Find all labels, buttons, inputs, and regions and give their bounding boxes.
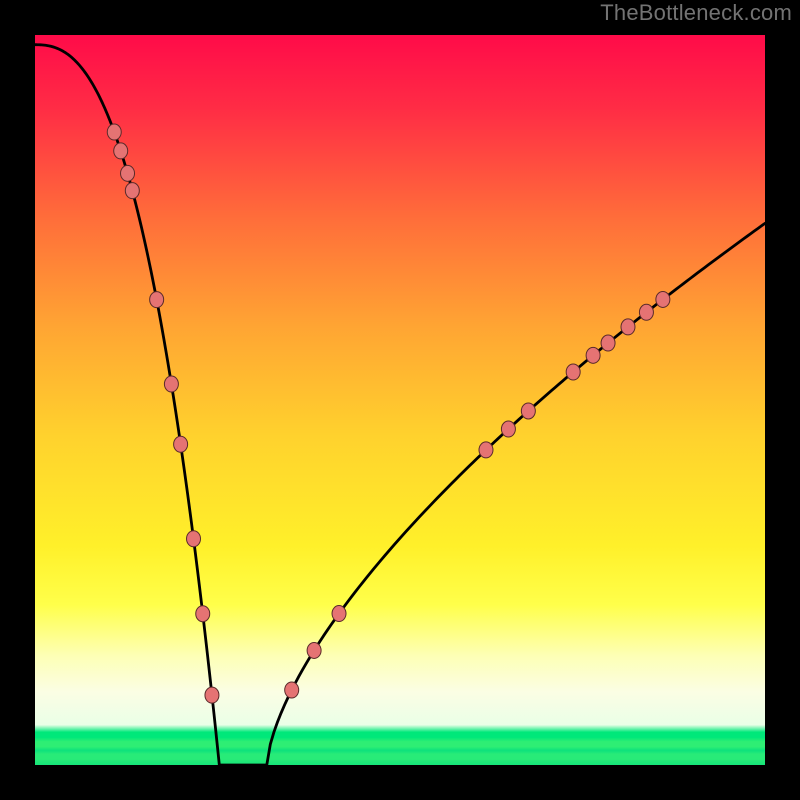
curve-marker — [187, 531, 201, 547]
chart-canvas: TheBottleneck.com — [0, 0, 800, 800]
curve-marker — [601, 335, 615, 351]
curve-marker — [479, 442, 493, 458]
curve-marker — [566, 364, 580, 380]
curve-marker — [285, 682, 299, 698]
curve-marker — [114, 143, 128, 159]
curve-marker — [174, 436, 188, 452]
curve-marker — [196, 606, 210, 622]
curve-marker — [205, 687, 219, 703]
curve-marker — [656, 291, 670, 307]
curve-marker — [125, 183, 139, 199]
curve-marker — [639, 304, 653, 320]
curve-marker — [121, 165, 135, 181]
curve-marker — [164, 376, 178, 392]
curve-marker — [501, 421, 515, 437]
curve-marker — [150, 292, 164, 308]
chart-svg — [0, 0, 800, 800]
gradient-background — [35, 35, 765, 765]
curve-marker — [521, 403, 535, 419]
curve-marker — [307, 642, 321, 658]
curve-marker — [332, 606, 346, 622]
curve-marker — [107, 124, 121, 140]
watermark-text: TheBottleneck.com — [600, 0, 792, 26]
curve-marker — [621, 319, 635, 335]
curve-marker — [586, 347, 600, 363]
